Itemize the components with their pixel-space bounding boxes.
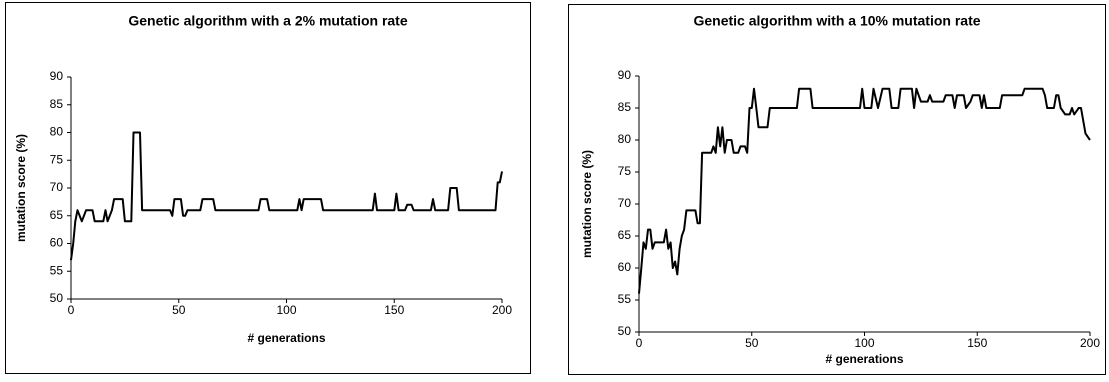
y-tick-label: 75 (618, 164, 632, 178)
y-tick-label: 90 (618, 68, 632, 82)
y-tick-label: 80 (618, 132, 632, 146)
x-tick-label: 100 (276, 303, 296, 317)
x-tick-label: 0 (68, 303, 75, 317)
x-tick-label: 100 (854, 336, 874, 350)
x-axis-label: # generations (825, 352, 903, 366)
y-tick-label: 70 (50, 180, 64, 194)
y-tick-label: 60 (50, 236, 64, 250)
y-tick-label: 70 (618, 196, 632, 210)
y-tick-label: 65 (50, 208, 64, 222)
x-tick-label: 150 (967, 336, 987, 350)
chart-title: Genetic algorithm with a 10% mutation ra… (693, 13, 980, 29)
x-tick-label: 150 (384, 303, 404, 317)
y-tick-label: 65 (618, 228, 632, 242)
x-tick-label: 50 (172, 303, 186, 317)
panel-frame (5, 2, 531, 374)
x-axis-label: # generations (247, 331, 325, 345)
x-tick-label: 50 (745, 336, 759, 350)
y-tick-label: 85 (618, 100, 632, 114)
y-tick-label: 50 (50, 291, 64, 305)
y-axis-label: mutation score (%) (14, 134, 28, 242)
chart-title: Genetic algorithm with a 2% mutation rat… (128, 13, 407, 29)
y-tick-label: 55 (618, 292, 632, 306)
y-tick-label: 90 (50, 69, 64, 83)
panel-frame (568, 4, 1106, 375)
x-tick-label: 0 (636, 336, 643, 350)
y-tick-label: 55 (50, 263, 64, 277)
data-line (70, 131, 503, 261)
y-tick-label: 85 (50, 97, 64, 111)
y-tick-label: 75 (50, 152, 64, 166)
y-tick-label: 50 (618, 324, 632, 338)
x-tick-label: 200 (492, 303, 512, 317)
y-tick-label: 60 (618, 260, 632, 274)
y-axis-label: mutation score (%) (580, 150, 594, 258)
y-tick-label: 80 (50, 125, 64, 139)
x-tick-label: 200 (1080, 336, 1100, 350)
data-line (638, 87, 1091, 294)
